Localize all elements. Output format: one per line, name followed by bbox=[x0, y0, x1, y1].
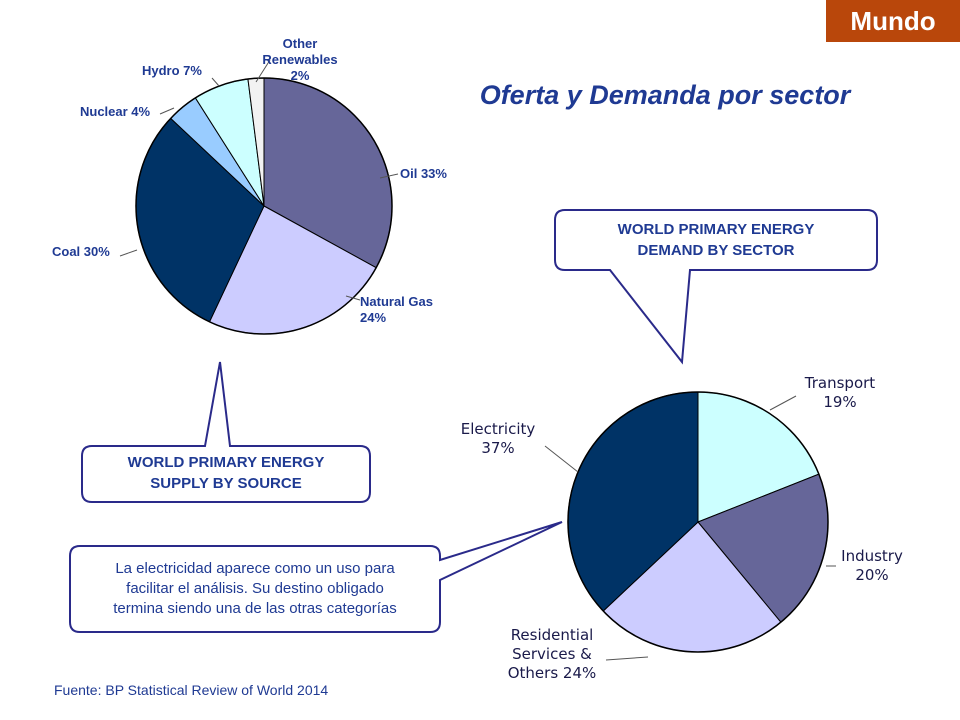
pie-0-leader-5 bbox=[255, 59, 271, 83]
pie-0-leader-1 bbox=[345, 295, 361, 301]
supply-callout-bubble bbox=[81, 361, 371, 503]
note-text: La electricidad aparece como un uso para… bbox=[72, 559, 438, 619]
note-line-1: La electricidad aparece como un uso para bbox=[115, 560, 395, 577]
pie-0-leader-2 bbox=[119, 249, 138, 257]
pie-0-label-2: Coal 30% bbox=[52, 244, 110, 259]
note-callout-bubble bbox=[69, 521, 563, 633]
demand-pie-chart: Transport 19% Industry 20% Residential Servic… bbox=[461, 374, 903, 682]
pie-1-label-0: Transport 19% bbox=[804, 374, 876, 411]
pie-1-label-1: Industry 20% bbox=[841, 547, 903, 584]
pie-1-outline bbox=[567, 391, 829, 653]
pie-0-leader-0 bbox=[379, 173, 399, 179]
pie-0-leader-4 bbox=[211, 77, 220, 87]
supply-pie-chart: Oil 33% Natural Gas 24% Coal 30% Nuclear 4% H… bbox=[52, 36, 447, 335]
pie-0-leader-3 bbox=[159, 107, 175, 115]
pie-1-leader-2 bbox=[605, 656, 649, 661]
demand-callout-line-2: DEMAND BY SECTOR bbox=[637, 242, 795, 259]
region-badge: Mundo bbox=[826, 0, 960, 42]
pie-1-label-2: Residential Services & Others 24% bbox=[508, 626, 597, 682]
source-note: Fuente: BP Statistical Review of World 2… bbox=[54, 682, 329, 698]
pie-0-outline bbox=[135, 77, 393, 335]
supply-callout-line-2: SUPPLY BY SOURCE bbox=[150, 475, 302, 492]
note-line-3: termina siendo una de las otras categorí… bbox=[113, 600, 397, 617]
demand-callout-line-1: WORLD PRIMARY ENERGY bbox=[617, 221, 815, 238]
pie-1-leader-0 bbox=[769, 395, 797, 411]
supply-callout-text: WORLD PRIMARY ENERGY SUPPLY BY SOURCE bbox=[82, 452, 370, 494]
demand-callout-text: WORLD PRIMARY ENERGY DEMAND BY SECTOR bbox=[555, 219, 877, 261]
pie-0-label-4: Hydro 7% bbox=[142, 63, 202, 78]
pie-1-leader-3 bbox=[544, 445, 579, 473]
supply-callout-line-1: WORLD PRIMARY ENERGY bbox=[127, 454, 325, 471]
pie-1-label-3: Electricity 37% bbox=[461, 420, 536, 457]
demand-callout-bubble bbox=[554, 209, 878, 365]
pie-0-label-5: Other Renewables 2% bbox=[262, 36, 337, 83]
pie-0-label-0: Oil 33% bbox=[400, 166, 447, 181]
note-line-2: facilitar el análisis. Su destino obliga… bbox=[126, 580, 384, 597]
page-title: Oferta y Demanda por sector bbox=[479, 80, 851, 110]
pie-0-label-1: Natural Gas 24% bbox=[360, 294, 433, 325]
pie-0-label-3: Nuclear 4% bbox=[80, 104, 151, 119]
